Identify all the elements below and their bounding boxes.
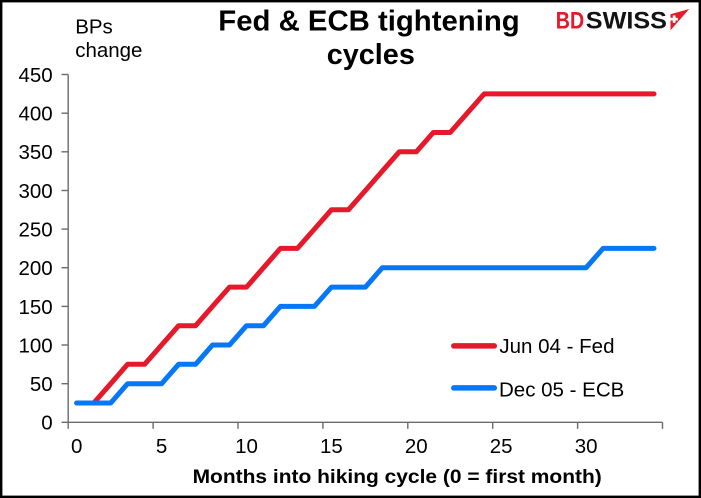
svg-text:0: 0 <box>41 412 52 435</box>
svg-text:100: 100 <box>18 334 52 357</box>
svg-text:150: 150 <box>18 296 52 319</box>
svg-text:300: 300 <box>18 180 52 203</box>
svg-text:Jun 04 - Fed: Jun 04 - Fed <box>499 335 614 358</box>
svg-text:20: 20 <box>405 435 428 458</box>
svg-text:Fed & ECB tightening: Fed & ECB tightening <box>218 6 519 38</box>
svg-text:cycles: cycles <box>327 39 415 71</box>
svg-text:change: change <box>75 39 142 62</box>
svg-text:BPs: BPs <box>75 16 113 39</box>
svg-text:400: 400 <box>18 103 52 126</box>
svg-text:30: 30 <box>575 435 598 458</box>
svg-text:450: 450 <box>18 64 52 87</box>
svg-text:15: 15 <box>320 435 343 458</box>
svg-text:BD: BD <box>556 8 584 34</box>
svg-text:Dec 05 - ECB: Dec 05 - ECB <box>499 379 624 402</box>
svg-text:10: 10 <box>235 435 258 458</box>
svg-text:SWISS: SWISS <box>586 8 667 34</box>
svg-text:0: 0 <box>71 435 82 458</box>
svg-text:50: 50 <box>30 373 53 396</box>
svg-text:5: 5 <box>156 435 167 458</box>
svg-text:Months into hiking cycle (0 =: Months into hiking cycle (0 = first mont… <box>193 466 602 488</box>
svg-text:25: 25 <box>490 435 513 458</box>
svg-text:250: 250 <box>18 219 52 242</box>
svg-text:200: 200 <box>18 257 52 280</box>
svg-text:350: 350 <box>18 141 52 164</box>
